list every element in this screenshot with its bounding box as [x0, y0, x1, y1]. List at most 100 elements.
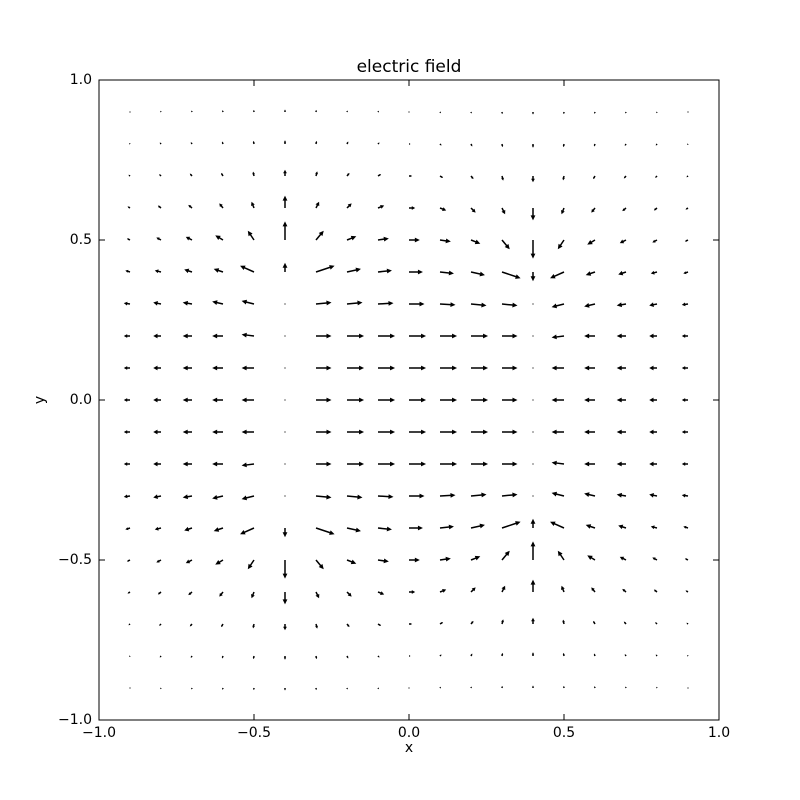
arrow	[347, 365, 365, 371]
arrow	[282, 560, 288, 579]
arrow	[283, 169, 287, 176]
arrow	[683, 525, 689, 529]
arrow	[530, 272, 536, 282]
arrow	[315, 623, 318, 629]
arrow	[315, 687, 317, 691]
arrow	[470, 143, 473, 147]
arrow	[284, 688, 286, 691]
arrow	[241, 495, 255, 501]
arrow	[190, 655, 193, 658]
arrow	[681, 493, 689, 498]
arrow	[408, 687, 410, 689]
arrow	[532, 335, 534, 337]
arrow	[377, 655, 380, 658]
arrow	[584, 303, 596, 308]
arrow	[470, 492, 487, 498]
arrow	[284, 335, 286, 337]
arrow	[125, 527, 131, 531]
arrow	[551, 365, 564, 371]
arrow	[190, 142, 193, 145]
arrow	[347, 333, 365, 339]
arrow	[624, 143, 627, 146]
arrow	[532, 303, 534, 305]
arrow	[153, 397, 161, 403]
arrow	[127, 591, 131, 594]
arrow	[561, 585, 565, 593]
arrow	[470, 686, 472, 689]
arrow	[153, 461, 161, 467]
arrow	[182, 397, 192, 403]
arrow	[283, 624, 287, 631]
arrow	[409, 269, 423, 275]
arrow	[185, 236, 193, 241]
arrow	[471, 365, 489, 371]
arrow	[409, 655, 411, 657]
arrow	[315, 655, 318, 660]
arrow	[215, 235, 224, 241]
arrow	[282, 195, 288, 208]
arrow	[252, 655, 255, 660]
arrow	[439, 175, 444, 178]
arrow	[409, 623, 413, 625]
arrow	[591, 587, 596, 593]
arrow	[377, 174, 382, 177]
arrow	[686, 175, 689, 178]
arrow	[251, 201, 255, 209]
arrow	[557, 239, 565, 250]
arrow	[221, 623, 224, 628]
arrow	[212, 300, 224, 305]
arrow	[551, 303, 565, 309]
arrow	[471, 397, 489, 403]
arrow	[619, 556, 627, 561]
arrow	[346, 527, 361, 533]
arrow	[188, 204, 193, 209]
arrow	[315, 527, 335, 535]
arrow	[219, 203, 224, 209]
arrow	[551, 334, 565, 340]
arrow	[616, 461, 626, 467]
arrow	[409, 143, 411, 145]
arrow	[159, 623, 162, 626]
arrow	[532, 367, 534, 369]
arrow	[439, 492, 456, 498]
y-tick-label: −1.0	[58, 712, 92, 728]
arrow	[531, 617, 535, 624]
arrow	[594, 686, 596, 689]
arrow	[501, 207, 506, 215]
arrow	[501, 143, 504, 148]
arrow	[252, 171, 255, 177]
arrow	[530, 541, 536, 560]
arrow	[439, 686, 442, 689]
arrow	[439, 207, 447, 211]
arrow	[188, 591, 193, 596]
arrow	[182, 494, 193, 500]
arrow	[184, 526, 193, 532]
arrow	[687, 655, 689, 657]
arrow	[160, 110, 162, 113]
arrow	[656, 686, 658, 689]
arrow	[346, 172, 350, 177]
arrow	[649, 461, 657, 467]
arrow	[562, 143, 565, 148]
arrow	[284, 495, 286, 497]
arrow	[316, 365, 332, 371]
arrow	[470, 175, 474, 180]
arrow	[378, 397, 396, 403]
arrow	[649, 302, 658, 308]
y-tick-label: −0.5	[58, 552, 92, 568]
arrow	[241, 365, 254, 371]
arrow	[284, 303, 286, 305]
arrow	[346, 559, 357, 565]
arrow	[684, 558, 689, 561]
arrow	[653, 589, 658, 593]
arrow	[283, 656, 287, 660]
arrow	[584, 333, 595, 339]
arrow	[156, 237, 162, 241]
arrow	[649, 333, 657, 339]
arrow	[616, 302, 627, 308]
arrow	[649, 429, 657, 435]
arrow	[652, 239, 658, 243]
arrow	[153, 494, 162, 500]
arrow	[347, 429, 365, 435]
arrow	[189, 173, 193, 177]
